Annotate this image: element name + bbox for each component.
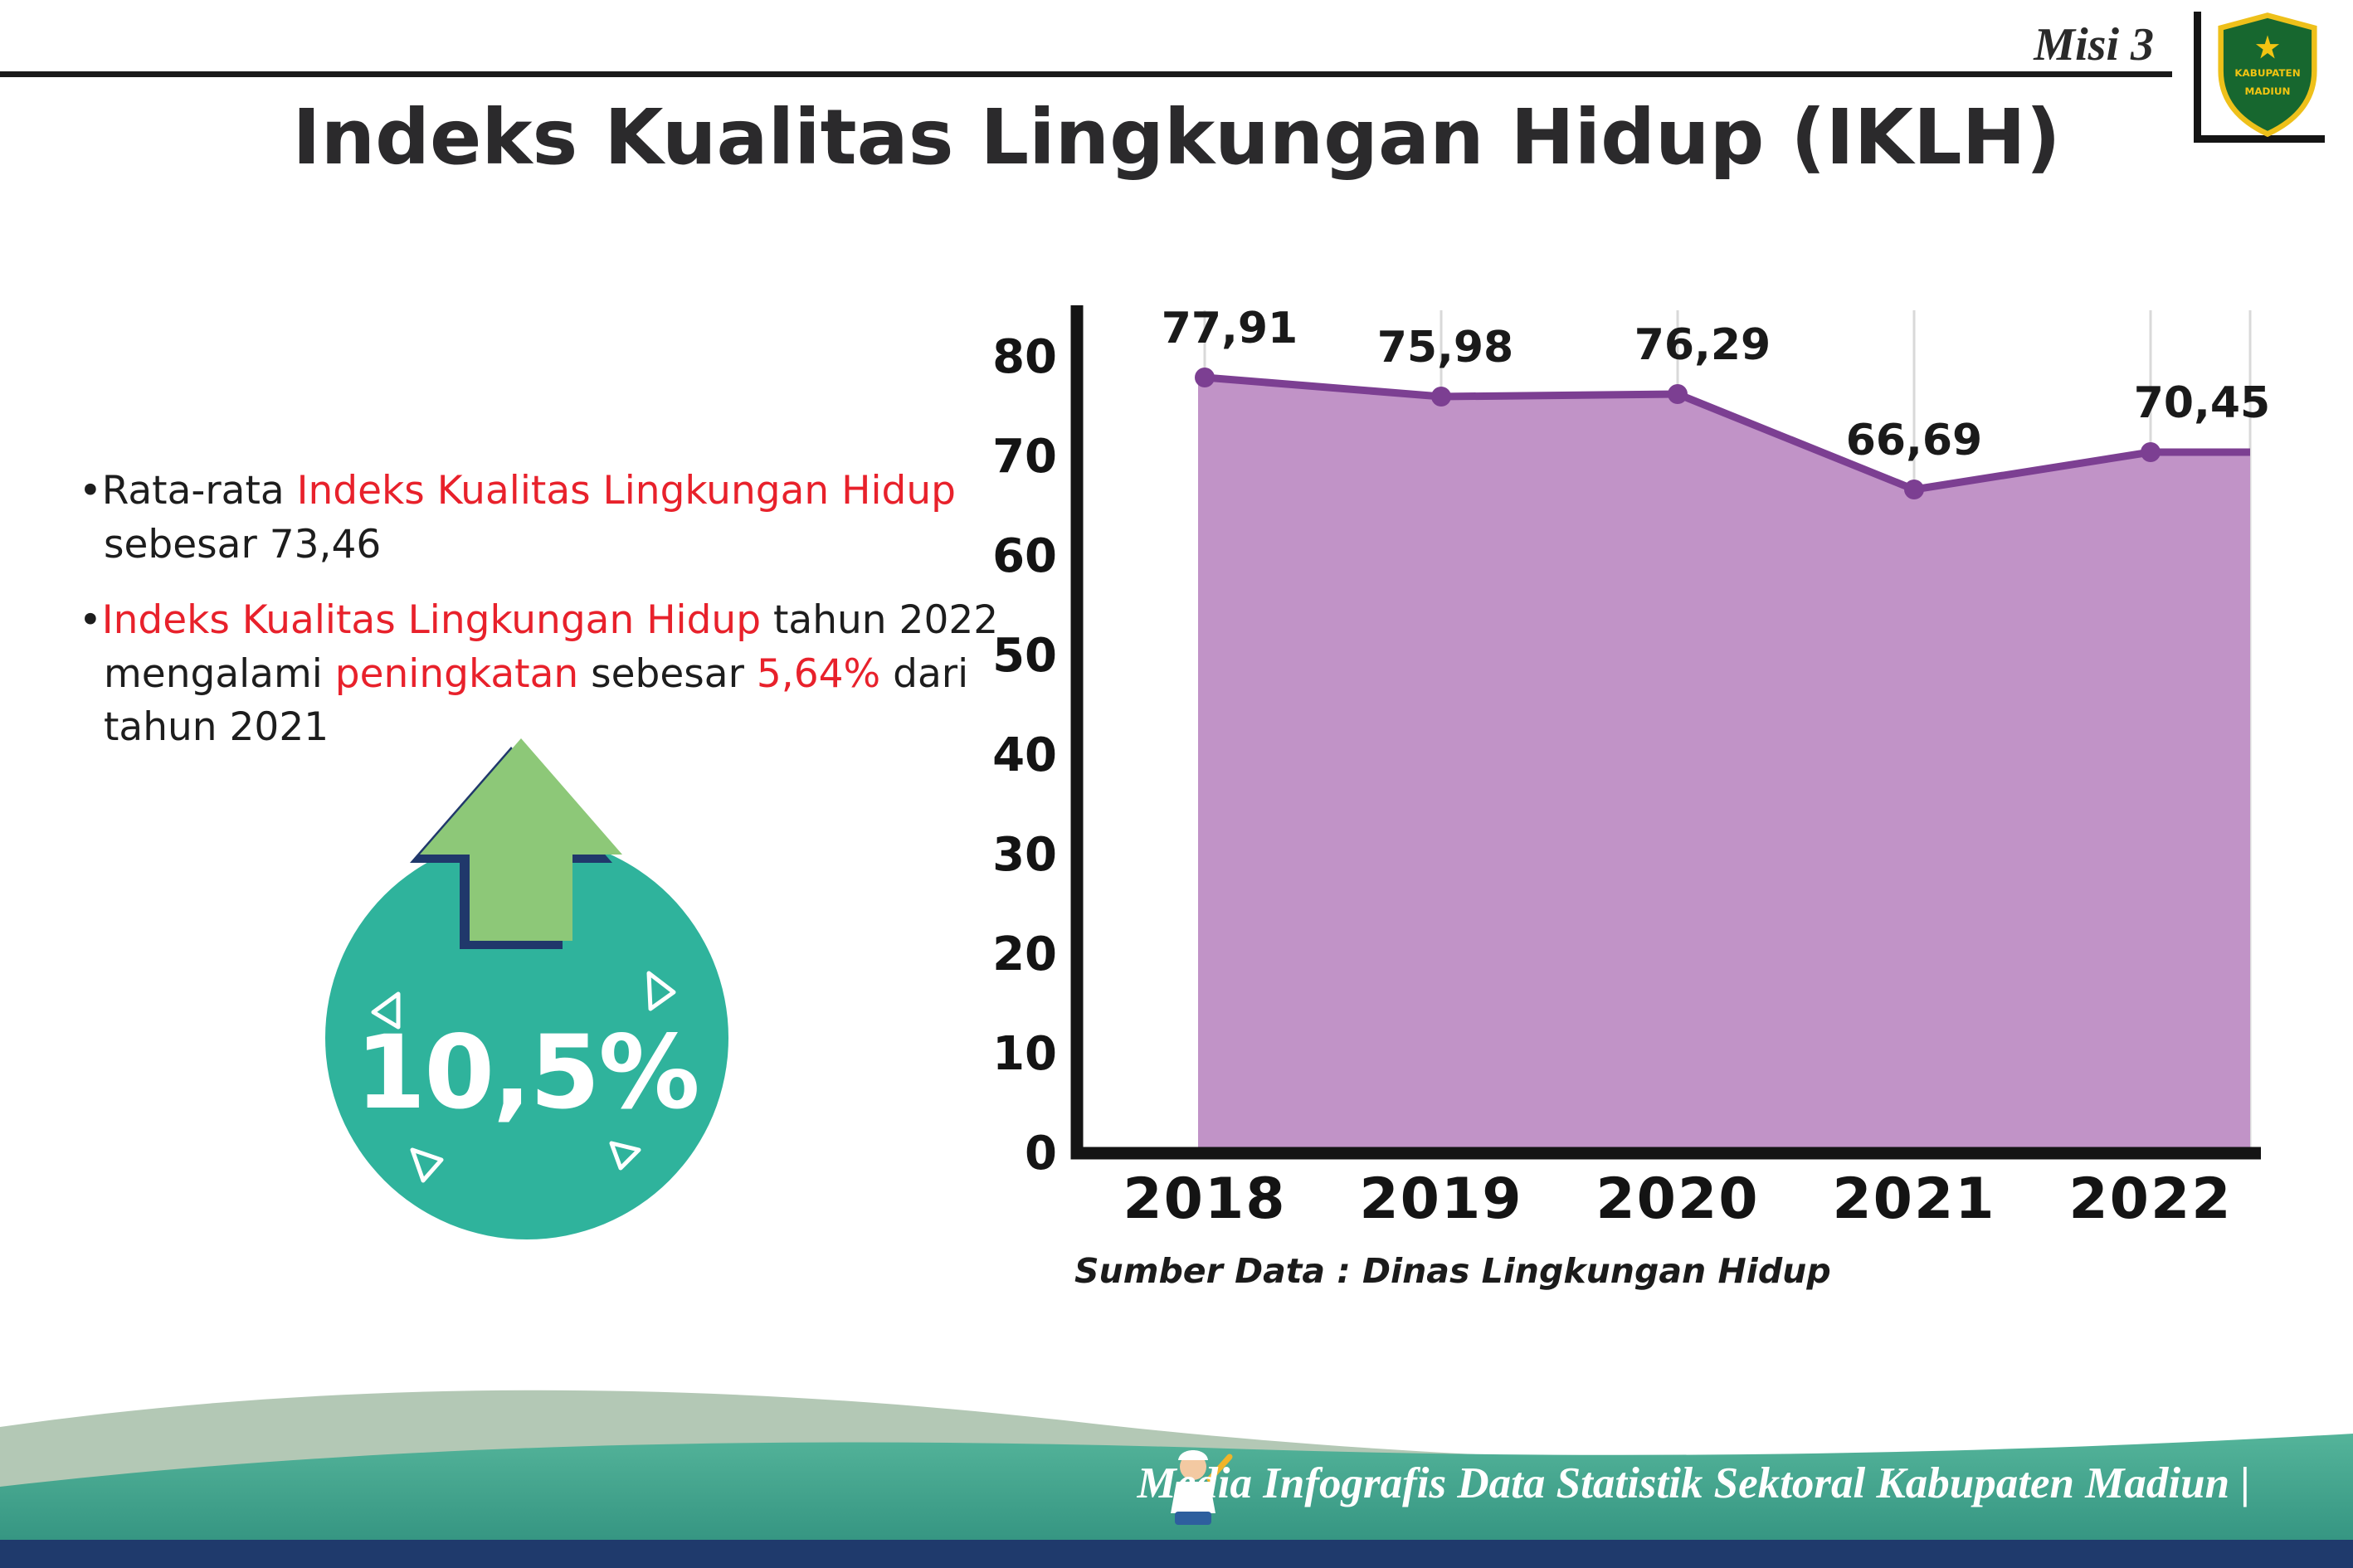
badge-triangle-decorations [371, 971, 676, 1183]
point-label: 77,91 [1162, 304, 1298, 353]
bullet-text-segment: tahun 2022 [761, 597, 999, 643]
misi-label: Misi 3 [2034, 19, 2154, 71]
bullet-line: •Rata-rata Indeks Kualitas Lingkungan Hi… [79, 465, 1016, 519]
x-tick-label: 2021 [1832, 1166, 1995, 1232]
point-label: 76,29 [1634, 320, 1771, 370]
bullet-text-segment: mengalami [104, 650, 335, 697]
y-tick-label: 80 [992, 330, 1057, 384]
data-point [1195, 368, 1215, 387]
bullet-text-segment: dari [880, 650, 969, 697]
bullet-line: •Indeks Kualitas Lingkungan Hidup tahun … [79, 594, 1016, 648]
point-label: 66,69 [1846, 416, 1982, 465]
iklh-area-chart: 77,91 75,98 76,29 66,69 70,45 0 10 20 30 40 50 60 70… [992, 304, 2270, 1232]
bullet-item: •Rata-rata Indeks Kualitas Lingkungan Hi… [79, 465, 1016, 572]
y-tick-label: 70 [992, 430, 1057, 484]
bullet-text-segment: 5,64% [756, 650, 881, 697]
y-tick-label: 40 [992, 728, 1057, 782]
mascot-icon [1171, 1450, 1233, 1525]
bullet-text-segment: sebesar [578, 650, 757, 697]
data-point [1431, 387, 1451, 407]
bullet-text-segment: sebesar 73,46 [104, 521, 382, 567]
data-source-caption: Sumber Data : Dinas Lingkungan Hidup [1074, 1251, 1831, 1291]
logo-top-text: KABUPATEN [2234, 67, 2300, 79]
x-tick-label: 2018 [1123, 1166, 1286, 1232]
y-tick-label: 50 [992, 629, 1057, 683]
badge-value: 10,5% [355, 1014, 699, 1132]
bullet-text-segment: tahun 2021 [104, 704, 329, 751]
data-point [2141, 442, 2161, 462]
bullet-dot: • [79, 468, 102, 514]
bullet-line: tahun 2021 [79, 701, 1016, 755]
header-divider [0, 71, 2172, 77]
y-tick-label: 60 [992, 529, 1057, 583]
footer-credit-text: Media Infografis Data Statistik Sektoral… [1137, 1459, 2250, 1507]
chart-area-fill [1198, 377, 2250, 1149]
y-tick-label: 10 [992, 1027, 1057, 1081]
bullet-dot: • [79, 597, 102, 643]
kabupaten-madiun-crest-icon: KABUPATEN MADIUN [2218, 12, 2317, 138]
bullet-line: sebesar 73,46 [79, 519, 1016, 572]
bullet-text-segment: Indeks Kualitas Lingkungan Hidup [101, 597, 762, 643]
y-tick-label: 0 [1025, 1127, 1057, 1181]
data-point [1904, 480, 1924, 499]
bullet-text-segment: Rata-rata [101, 468, 297, 514]
percentage-badge: 10,5% [325, 836, 728, 1239]
point-label: 70,45 [2134, 378, 2270, 428]
summary-bullets: •Rata-rata Indeks Kualitas Lingkungan Hi… [79, 465, 1016, 777]
point-label: 75,98 [1377, 323, 1513, 373]
x-tick-label: 2022 [2068, 1166, 2232, 1232]
bullet-text-segment: Indeks Kualitas Lingkungan Hidup [296, 468, 956, 514]
kabupaten-madiun-logo: KABUPATEN MADIUN [2194, 12, 2325, 143]
chart-line [1204, 373, 2250, 494]
axes [1070, 305, 2261, 1160]
data-point [1668, 384, 1688, 404]
logo-bottom-text: MADIUN [2244, 85, 2290, 97]
x-tick-label: 2020 [1595, 1166, 1759, 1232]
bullet-item: •Indeks Kualitas Lingkungan Hidup tahun … [79, 594, 1016, 756]
y-tick-label: 30 [992, 828, 1057, 882]
bullet-line: mengalami peningkatan sebesar 5,64% dari [79, 648, 1016, 702]
x-tick-label: 2019 [1359, 1166, 1522, 1232]
bullet-text-segment: peningkatan [334, 650, 579, 697]
y-tick-label: 20 [992, 928, 1057, 981]
increase-arrow-icon [410, 738, 622, 949]
page-title: Indeks Kualitas Lingkungan Hidup (IKLH) [292, 93, 2061, 182]
